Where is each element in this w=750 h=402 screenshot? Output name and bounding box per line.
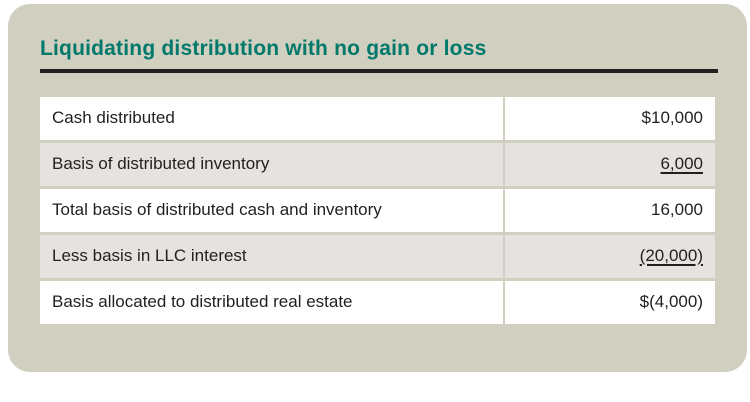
row-value-text: 6,000 (660, 154, 703, 173)
distribution-table: Cash distributed $10,000 Basis of distri… (40, 96, 715, 324)
table-row: Basis allocated to distributed real esta… (40, 280, 715, 324)
row-value-text: $10,000 (641, 108, 703, 127)
row-value-text: 16,000 (651, 200, 703, 219)
column-divider (503, 142, 505, 186)
row-value-text: $(4,000) (639, 292, 703, 311)
table-row: Total basis of distributed cash and inve… (40, 188, 715, 232)
row-value-text: (20,000) (639, 246, 703, 265)
row-value: 6,000 (505, 142, 715, 186)
row-value: $(4,000) (505, 280, 715, 324)
row-value: (20,000) (505, 234, 715, 278)
column-divider (503, 280, 505, 324)
panel-title: Liquidating distribution with no gain or… (40, 37, 487, 60)
row-label: Less basis in LLC interest (40, 234, 503, 278)
row-label: Basis of distributed inventory (40, 142, 503, 186)
column-divider (503, 96, 505, 140)
row-value: 16,000 (505, 188, 715, 232)
column-divider (503, 188, 505, 232)
panel-card: Liquidating distribution with no gain or… (8, 4, 747, 372)
row-value: $10,000 (505, 96, 715, 140)
row-label: Total basis of distributed cash and inve… (40, 188, 503, 232)
row-label: Cash distributed (40, 96, 503, 140)
table-row: Cash distributed $10,000 (40, 96, 715, 140)
table-row: Basis of distributed inventory 6,000 (40, 142, 715, 186)
title-rule (40, 69, 718, 73)
table-row: Less basis in LLC interest (20,000) (40, 234, 715, 278)
row-label: Basis allocated to distributed real esta… (40, 280, 503, 324)
column-divider (503, 234, 505, 278)
